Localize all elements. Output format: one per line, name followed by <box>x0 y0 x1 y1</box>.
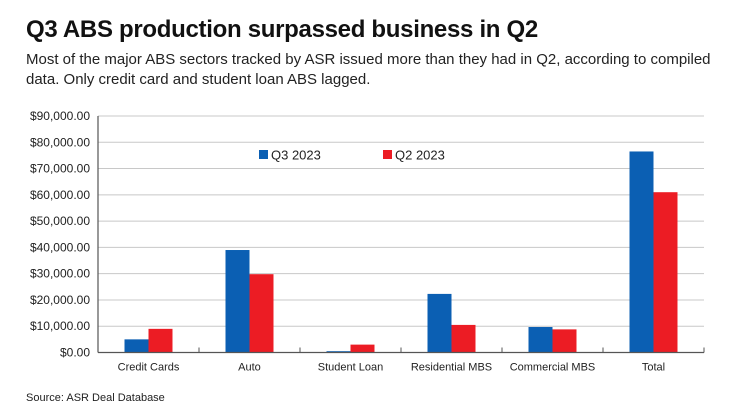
y-tick-label: $0.00 <box>60 346 90 360</box>
x-tick-label: Total <box>642 362 665 374</box>
x-tick-label: Auto <box>238 362 261 374</box>
bar-q3-2023 <box>326 351 351 353</box>
bar-q2-2023 <box>350 344 375 353</box>
y-tick-label: $50,000.00 <box>30 214 90 228</box>
bars <box>124 151 678 353</box>
legend-swatch <box>259 150 268 159</box>
bar-q2-2023 <box>552 329 577 353</box>
y-axis-ticks: $0.00 $10,000.00 $20,000.00 $30,000.00 $40,0… <box>30 109 90 360</box>
bar-q2-2023 <box>249 274 274 353</box>
bar-q3-2023 <box>629 151 654 353</box>
y-tick-label: $20,000.00 <box>30 293 90 307</box>
bar-q3-2023 <box>225 250 250 353</box>
y-tick-label: $40,000.00 <box>30 240 90 254</box>
bar-q2-2023 <box>451 324 476 353</box>
y-tick-label: $90,000.00 <box>30 109 90 123</box>
x-tick-label: Student Loan <box>318 362 383 374</box>
y-tick-label: $10,000.00 <box>30 319 90 333</box>
x-tick-label: Credit Cards <box>118 362 180 374</box>
legend: Q3 2023 Q2 2023 <box>259 148 445 163</box>
x-axis: Credit Cards Auto Student Loan Residential … <box>97 116 705 374</box>
legend-label: Q2 2023 <box>395 148 445 163</box>
y-tick-label: $80,000.00 <box>30 135 90 149</box>
y-tick-label: $70,000.00 <box>30 162 90 176</box>
y-tick-label: $30,000.00 <box>30 267 90 281</box>
bar-q3-2023 <box>528 327 553 353</box>
legend-label: Q3 2023 <box>271 148 321 163</box>
chart-title: Q3 ABS production surpassed business in … <box>26 16 538 43</box>
legend-swatch <box>383 150 392 159</box>
chart-subtitle: Most of the major ABS sectors tracked by… <box>26 51 711 88</box>
bar-q2-2023 <box>148 328 173 353</box>
bar-q3-2023 <box>124 339 149 353</box>
source-note: Source: ASR Deal Database <box>26 392 165 404</box>
bar-q2-2023 <box>653 192 678 353</box>
bar-q3-2023 <box>427 293 452 353</box>
y-tick-label: $60,000.00 <box>30 188 90 202</box>
x-tick-label: Commercial MBS <box>510 362 596 374</box>
x-tick-label: Residential MBS <box>411 362 492 374</box>
gridlines <box>98 115 704 327</box>
